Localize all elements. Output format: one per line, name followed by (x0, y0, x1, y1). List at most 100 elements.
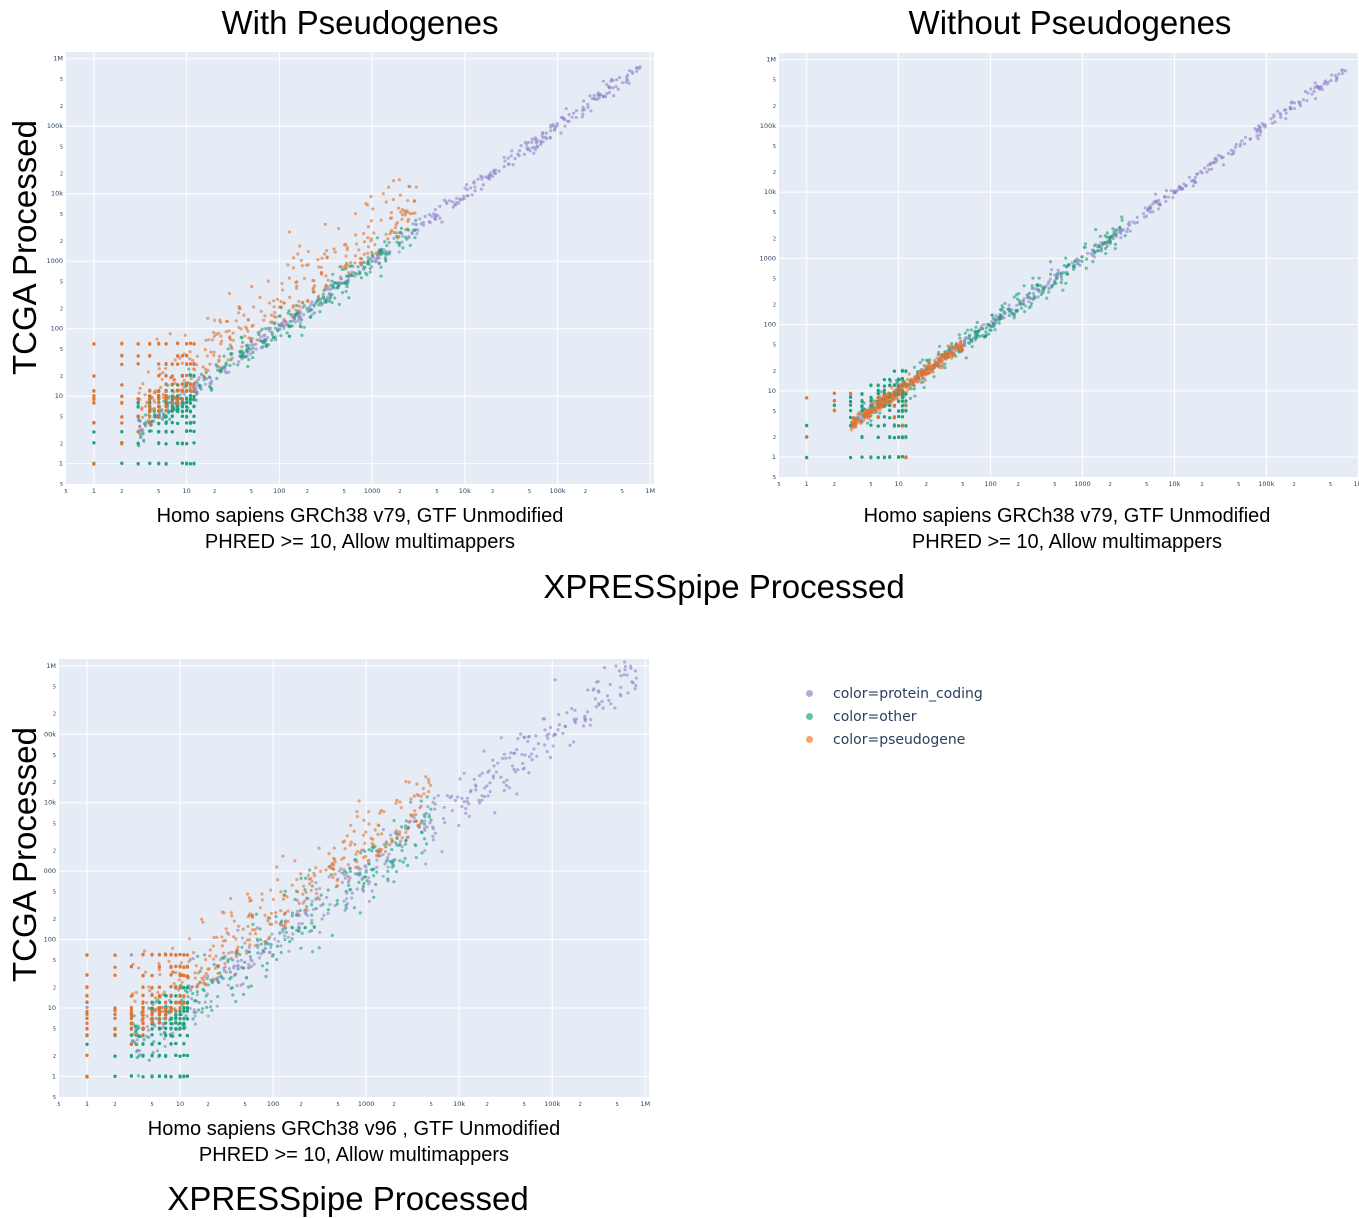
pseudogene-point (212, 935, 216, 940)
pseudogene-point (373, 828, 377, 832)
other-point (1059, 280, 1063, 285)
pseudogene-point (268, 935, 272, 939)
protein-coding-point (1221, 163, 1226, 167)
protein-coding-point (1143, 206, 1147, 210)
pseudogene-point (164, 374, 168, 378)
other-point (319, 893, 323, 897)
pseudogene-point (406, 198, 410, 203)
other-point (371, 874, 376, 878)
protein-coding-point (556, 728, 560, 732)
pseudogene-point (249, 339, 253, 343)
protein-coding-point (467, 802, 471, 806)
other-point (201, 1007, 205, 1011)
pseudogene-point (157, 342, 161, 346)
y-tick-label: 000 (44, 867, 56, 875)
pseudogene-point (389, 216, 394, 220)
other-point (207, 375, 212, 379)
pseudogene-point (253, 932, 258, 936)
protein-coding-point (462, 194, 466, 198)
pseudogene-point (157, 952, 162, 956)
protein-coding-point (454, 200, 459, 204)
pseudogene-point (246, 317, 250, 322)
pseudogene-point (950, 353, 954, 357)
protein-coding-point (269, 945, 273, 950)
other-point (990, 324, 994, 329)
other-point (1085, 257, 1089, 261)
pseudogene-point (345, 834, 349, 838)
other-point (1012, 295, 1016, 299)
pseudogene-point (216, 971, 220, 976)
other-point (215, 368, 220, 372)
other-point (174, 1021, 178, 1025)
pseudogene-point (387, 185, 391, 189)
other-point (921, 380, 925, 384)
pseudogene-point (287, 276, 291, 280)
pseudogene-point (176, 401, 180, 405)
protein-coding-point (1025, 293, 1029, 297)
y-tick-label: 5 (53, 684, 56, 690)
pseudogene-point (306, 873, 311, 877)
pseudogene-point (157, 968, 161, 972)
other-point (85, 1042, 89, 1046)
x-tick-label: 5 (1237, 482, 1240, 488)
protein-coding-point (497, 169, 501, 173)
other-point (1042, 286, 1046, 290)
pseudogene-point (170, 374, 174, 378)
other-point (1095, 249, 1099, 253)
x-tick-label: 100k (549, 487, 565, 495)
pseudogene-point (349, 840, 354, 844)
pseudogene-point (316, 258, 320, 262)
protein-coding-point (337, 869, 341, 873)
other-point (203, 953, 207, 957)
legend-item-pseudogene[interactable]: color=pseudogene (800, 728, 983, 751)
other-point (1108, 240, 1113, 244)
pseudogene-point (209, 350, 213, 354)
other-point (912, 365, 917, 369)
protein-coding-point (1205, 170, 1209, 174)
protein-coding-point (473, 189, 477, 193)
x-tick-label: 5 (157, 489, 160, 495)
y-tick-label: 5 (53, 753, 56, 759)
protein-coding-point (601, 706, 605, 710)
other-point (168, 417, 172, 421)
protein-coding-point (480, 177, 484, 181)
other-point (129, 1074, 134, 1078)
other-point (414, 218, 418, 222)
other-point (1101, 242, 1105, 246)
protein-coding-point (594, 705, 598, 709)
other-point (1055, 272, 1059, 276)
pseudogene-point (247, 336, 251, 340)
legend-item-other[interactable]: color=other (800, 705, 983, 728)
protein-coding-point (1272, 113, 1276, 117)
other-point (138, 435, 143, 440)
protein-coding-point (1313, 97, 1318, 101)
protein-coding-point (450, 809, 454, 813)
other-point (321, 292, 325, 296)
protein-coding-point (197, 376, 201, 380)
y-tick-label: 2 (53, 985, 56, 991)
pseudogene-point (113, 1006, 117, 1010)
other-point (340, 267, 344, 272)
protein-coding-point (1070, 261, 1074, 265)
pseudogene-point (427, 780, 431, 784)
pseudogene-point (319, 869, 323, 874)
protein-coding-point (425, 825, 429, 829)
pseudogene-point (877, 400, 881, 404)
pseudogene-point (267, 301, 272, 305)
pseudogene-point (325, 249, 329, 253)
other-point (319, 297, 323, 301)
pseudogene-point (195, 354, 199, 358)
pseudogene-point (286, 909, 290, 913)
protein-coding-point (521, 767, 525, 771)
protein-coding-point (310, 300, 314, 304)
other-point (1002, 309, 1006, 314)
other-point (270, 330, 274, 334)
protein-coding-point (1219, 154, 1223, 158)
pseudogene-point (170, 382, 174, 387)
other-point (303, 888, 307, 892)
protein-coding-point (465, 799, 469, 804)
other-point (303, 926, 307, 930)
pseudogene-point (185, 374, 189, 378)
pseudogene-point (332, 867, 336, 872)
legend-item-protein-coding[interactable]: color=protein_coding (800, 682, 983, 705)
